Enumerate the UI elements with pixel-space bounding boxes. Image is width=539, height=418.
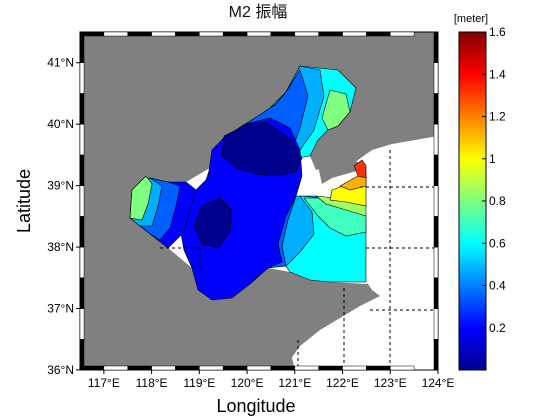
y-axis-label: Latitude <box>14 169 34 233</box>
frame-segment <box>433 216 439 248</box>
y-tick-label: 40°N <box>47 117 74 131</box>
frame-segment <box>199 31 224 37</box>
x-axis-ticks: 117°E 118°E 119°E 120°E 121°E 122°E 123°E 124°E <box>88 370 455 390</box>
colorbar-tick-label: 1.4 <box>489 67 506 81</box>
colorbar-tick-label: 0.6 <box>489 236 506 250</box>
frame-segment <box>79 93 85 125</box>
frame-segment <box>199 365 224 371</box>
frame-segment <box>103 365 128 371</box>
colorbar-gradient <box>458 31 487 371</box>
y-tick-label: 36°N <box>47 363 74 377</box>
y-tick-label: 37°N <box>47 302 74 316</box>
colorbar-tick-label: 0.4 <box>489 279 506 293</box>
frame-segment <box>342 365 367 371</box>
x-tick-label: 119°E <box>183 376 215 390</box>
frame-segment <box>175 31 200 37</box>
frame-segment <box>433 308 439 340</box>
x-tick-label: 117°E <box>88 376 120 390</box>
chart-title: M2 振幅 <box>229 3 288 21</box>
colorbar-tick-label: 1.2 <box>489 110 506 124</box>
colorbar-tick-label: 0.2 <box>489 321 506 335</box>
frame-segment <box>222 31 248 37</box>
x-axis-label: Longitude <box>216 396 295 416</box>
frame-segment <box>318 31 343 37</box>
frame-segment <box>151 365 176 371</box>
frame-segment <box>246 31 272 37</box>
x-tick-label: 124°E <box>422 376 455 390</box>
frame-segment <box>103 31 128 37</box>
frame-segment <box>433 185 439 217</box>
frame-segment <box>79 308 85 340</box>
colorbar-unit: [meter] <box>454 13 488 25</box>
frame-segment <box>79 246 85 279</box>
y-tick-label: 39°N <box>47 179 74 193</box>
frame-segment <box>294 31 319 37</box>
frame-segment <box>433 123 439 156</box>
frame-segment <box>79 62 85 94</box>
x-tick-label: 123°E <box>374 376 407 390</box>
x-tick-label: 122°E <box>326 376 359 390</box>
y-axis-ticks: 36°N 37°N 38°N 39°N 40°N 41°N <box>47 56 80 377</box>
x-tick-label: 120°E <box>231 376 264 390</box>
frame-segment <box>79 154 85 186</box>
frame-segment <box>151 31 176 37</box>
colorbar: [meter] 0.2 0.4 0.6 0.8 1 1.2 1.4 1.6 <box>454 13 506 371</box>
frame-segment <box>127 31 152 37</box>
map-panel <box>80 32 438 370</box>
frame-segment <box>246 365 272 371</box>
frame-segment <box>433 339 439 371</box>
frame-segment <box>433 31 439 63</box>
colorbar-tick-label: 1 <box>489 152 496 166</box>
korea-coast <box>80 284 380 370</box>
map-frame <box>79 31 439 371</box>
x-tick-label: 121°E <box>278 376 311 390</box>
frame-segment <box>390 31 415 37</box>
frame-segment <box>79 31 85 63</box>
frame-segment <box>79 123 85 156</box>
y-tick-label: 38°N <box>47 240 74 254</box>
frame-segment <box>342 31 367 37</box>
frame-segment <box>318 365 343 371</box>
frame-segment <box>79 216 85 248</box>
frame-segment <box>270 365 296 371</box>
frame-segment <box>79 339 85 371</box>
colorbar-ticks: 0.2 0.4 0.6 0.8 1 1.2 1.4 1.6 <box>482 25 506 335</box>
frame-segment <box>433 246 439 279</box>
frame-segment <box>222 365 248 371</box>
contour-fills <box>129 65 367 301</box>
frame-segment <box>433 93 439 125</box>
frame-segment <box>294 365 319 371</box>
frame-ticks <box>79 31 439 371</box>
frame-segment <box>79 185 85 217</box>
frame-segment <box>175 365 200 371</box>
frame-segment <box>270 31 296 37</box>
colorbar-tick-label: 0.8 <box>489 194 506 208</box>
colorbar-tick-label: 1.6 <box>489 25 506 39</box>
grid-lines <box>160 150 438 370</box>
frame-segment <box>433 277 439 309</box>
frame-segment <box>390 365 415 371</box>
frame-segment <box>79 277 85 309</box>
frame-segment <box>433 154 439 186</box>
liaodong-peninsula <box>312 132 360 184</box>
frame-segment <box>366 365 391 371</box>
y-tick-label: 41°N <box>47 56 74 70</box>
frame-segment <box>366 31 391 37</box>
frame-segment <box>127 365 152 371</box>
x-tick-label: 118°E <box>136 376 168 390</box>
frame-segment <box>433 62 439 94</box>
